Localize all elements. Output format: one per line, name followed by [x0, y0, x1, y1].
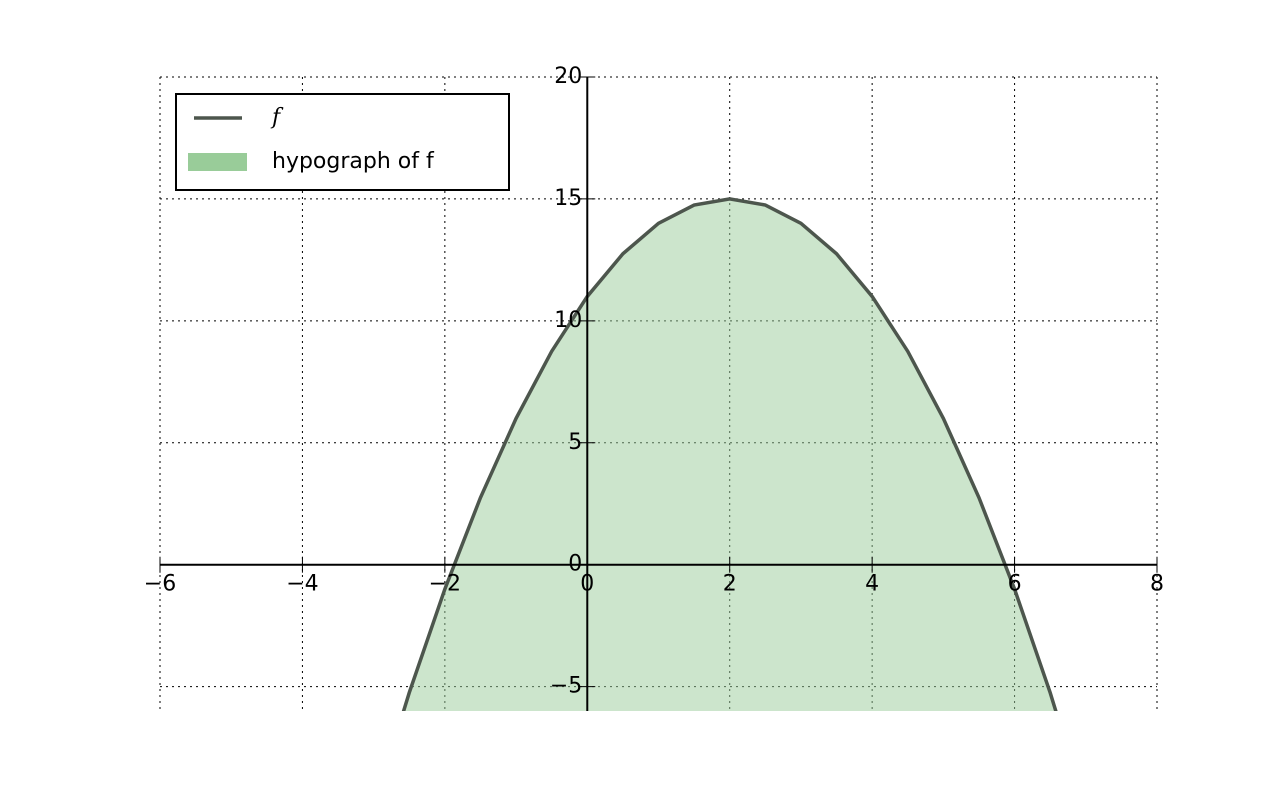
legend-box	[175, 93, 510, 191]
hypograph-area	[231, 198, 1157, 711]
legend-patch	[188, 153, 247, 171]
x-tick-label: −2	[429, 572, 461, 597]
y-tick-label: −5	[550, 674, 582, 699]
x-tick-label: −6	[144, 572, 176, 597]
x-tick-label: 6	[1008, 572, 1022, 597]
y-tick-label: 20	[554, 64, 582, 89]
x-tick-label: 2	[723, 572, 737, 597]
y-tick-label: 10	[554, 308, 582, 333]
function-line	[401, 197, 1058, 711]
x-tick-label: 8	[1150, 572, 1164, 597]
y-tick-label: 15	[554, 186, 582, 211]
legend-label: hypograph of f	[272, 149, 435, 174]
plot-area	[231, 197, 1157, 711]
y-tick-label: 5	[568, 430, 582, 455]
y-tick-label: 0	[568, 552, 582, 577]
x-tick-label: 4	[865, 572, 879, 597]
x-tick-label: 0	[580, 572, 594, 597]
x-tick-label: −4	[286, 572, 318, 597]
